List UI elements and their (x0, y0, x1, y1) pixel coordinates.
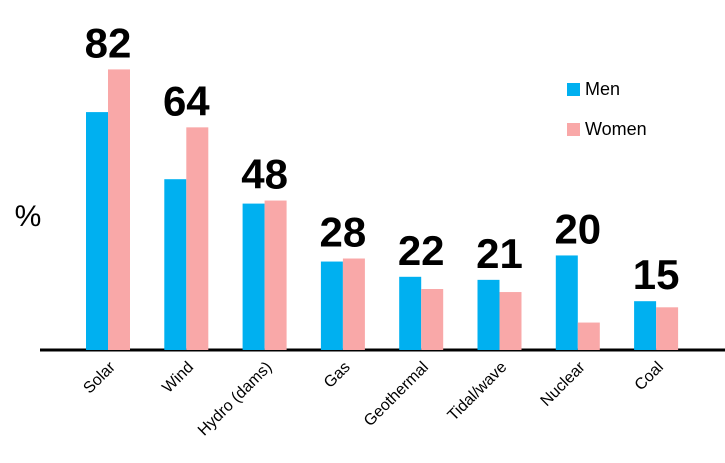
bar (634, 301, 657, 350)
total-label: 20 (554, 205, 601, 252)
x-tick-label: Coal (632, 359, 667, 394)
x-tick-label: Geothermal (361, 359, 432, 430)
bar (342, 258, 365, 350)
x-tick-label: Tidal/wave (445, 359, 511, 425)
bar (577, 322, 600, 350)
total-label: 15 (633, 251, 680, 298)
bar (320, 261, 343, 350)
bar (86, 112, 108, 350)
bar (264, 200, 287, 350)
total-label: 64 (163, 77, 210, 124)
x-tick-label: Wind (159, 359, 197, 397)
total-label: 21 (476, 230, 523, 277)
bar (555, 255, 578, 350)
legend-label: Women (585, 119, 647, 139)
bar (242, 203, 265, 350)
bar (656, 307, 679, 350)
bar (499, 292, 522, 350)
x-tick-label: Hydro (dams) (195, 359, 276, 440)
bar (399, 276, 422, 350)
total-label: 22 (398, 227, 445, 274)
legend-swatch (567, 83, 580, 96)
x-tick-label: Nuclear (538, 358, 589, 409)
bar (186, 127, 209, 350)
total-label: 48 (241, 151, 288, 198)
legend-label: Men (585, 79, 620, 99)
x-tick-label: Solar (80, 358, 119, 397)
bar (164, 179, 187, 350)
bar (421, 289, 444, 350)
legend-swatch (567, 123, 580, 136)
bar (108, 69, 130, 351)
bar (477, 279, 500, 350)
total-label: 82 (85, 19, 132, 66)
y-axis-label: % (15, 200, 42, 233)
total-label: 28 (320, 209, 367, 256)
x-tick-label: Gas (321, 359, 354, 392)
